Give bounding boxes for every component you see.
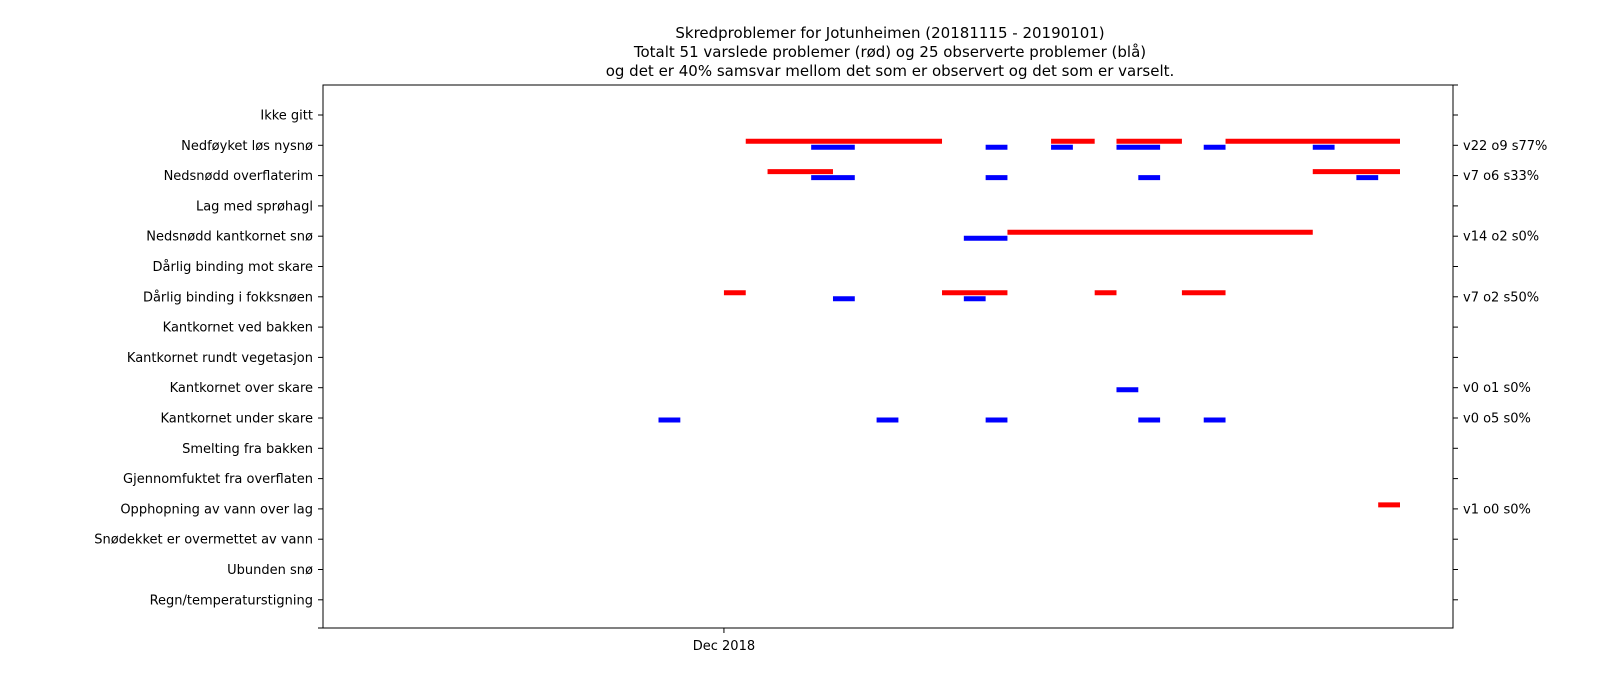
y-tick-label: Kantkornet ved bakken xyxy=(163,321,313,336)
right-tick-label: v0 o5 s0% xyxy=(1463,412,1531,427)
right-axis-labels: v22 o9 s77% v7 o6 s33% v14 o2 s0% v7 o2 s50… xyxy=(1463,139,1547,518)
chart-title-line-3: og det er 40% samsvar mellom det som er … xyxy=(606,62,1175,80)
right-tick-label: v1 o0 s0% xyxy=(1463,502,1531,517)
y-tick-label: Gjennomfuktet fra overflaten xyxy=(123,472,313,487)
x-tick-label: Dec 2018 xyxy=(693,639,755,654)
y-tick-label: Kantkornet over skare xyxy=(170,381,313,396)
chart-title-line-1: Skredproblemer for Jotunheimen (20181115… xyxy=(675,24,1104,42)
forecast-bars xyxy=(723,138,1400,508)
right-tick-label: v14 o2 s0% xyxy=(1463,230,1539,245)
y-tick-label: Ubunden snø xyxy=(227,563,313,578)
y-tick-label: Dårlig binding i fokksnøen xyxy=(143,290,313,305)
right-tick-label: v7 o6 s33% xyxy=(1463,169,1539,184)
chart-title: Skredproblemer for Jotunheimen (20181115… xyxy=(606,24,1175,80)
y-tick-label: Smelting fra bakken xyxy=(182,442,313,457)
y-tick-label: Nedsnødd overflaterim xyxy=(164,169,313,184)
y-tick-label: Ikke gitt xyxy=(260,109,313,124)
y-tick-label: Kantkornet under skare xyxy=(160,412,313,427)
y-tick-label: Lag med sprøhagl xyxy=(196,199,313,214)
axis-ticks xyxy=(318,84,1458,633)
y-tick-label: Dårlig binding mot skare xyxy=(153,260,313,275)
y-tick-label: Opphopning av vann over lag xyxy=(120,502,313,517)
y-axis-labels: Ikke gitt Nedføyket løs nysnø Nedsnødd ove… xyxy=(94,109,313,609)
right-tick-label: v7 o2 s50% xyxy=(1463,290,1539,305)
y-tick-label: Regn/temperaturstigning xyxy=(150,593,313,608)
plot-area xyxy=(322,84,1454,629)
y-tick-label: Kantkornet rundt vegetasjon xyxy=(127,351,313,366)
right-tick-label: v0 o1 s0% xyxy=(1463,381,1531,396)
y-tick-label: Nedføyket løs nysnø xyxy=(181,139,313,154)
x-axis-labels: Dec 2018 xyxy=(693,639,755,654)
y-tick-label: Snødekket er overmettet av vann xyxy=(94,533,313,548)
observed-bars xyxy=(658,144,1379,423)
y-tick-label: Nedsnødd kantkornet snø xyxy=(146,230,313,245)
right-tick-label: v22 o9 s77% xyxy=(1463,139,1547,154)
chart-title-line-2: Totalt 51 varslede problemer (rød) og 25… xyxy=(633,43,1146,61)
